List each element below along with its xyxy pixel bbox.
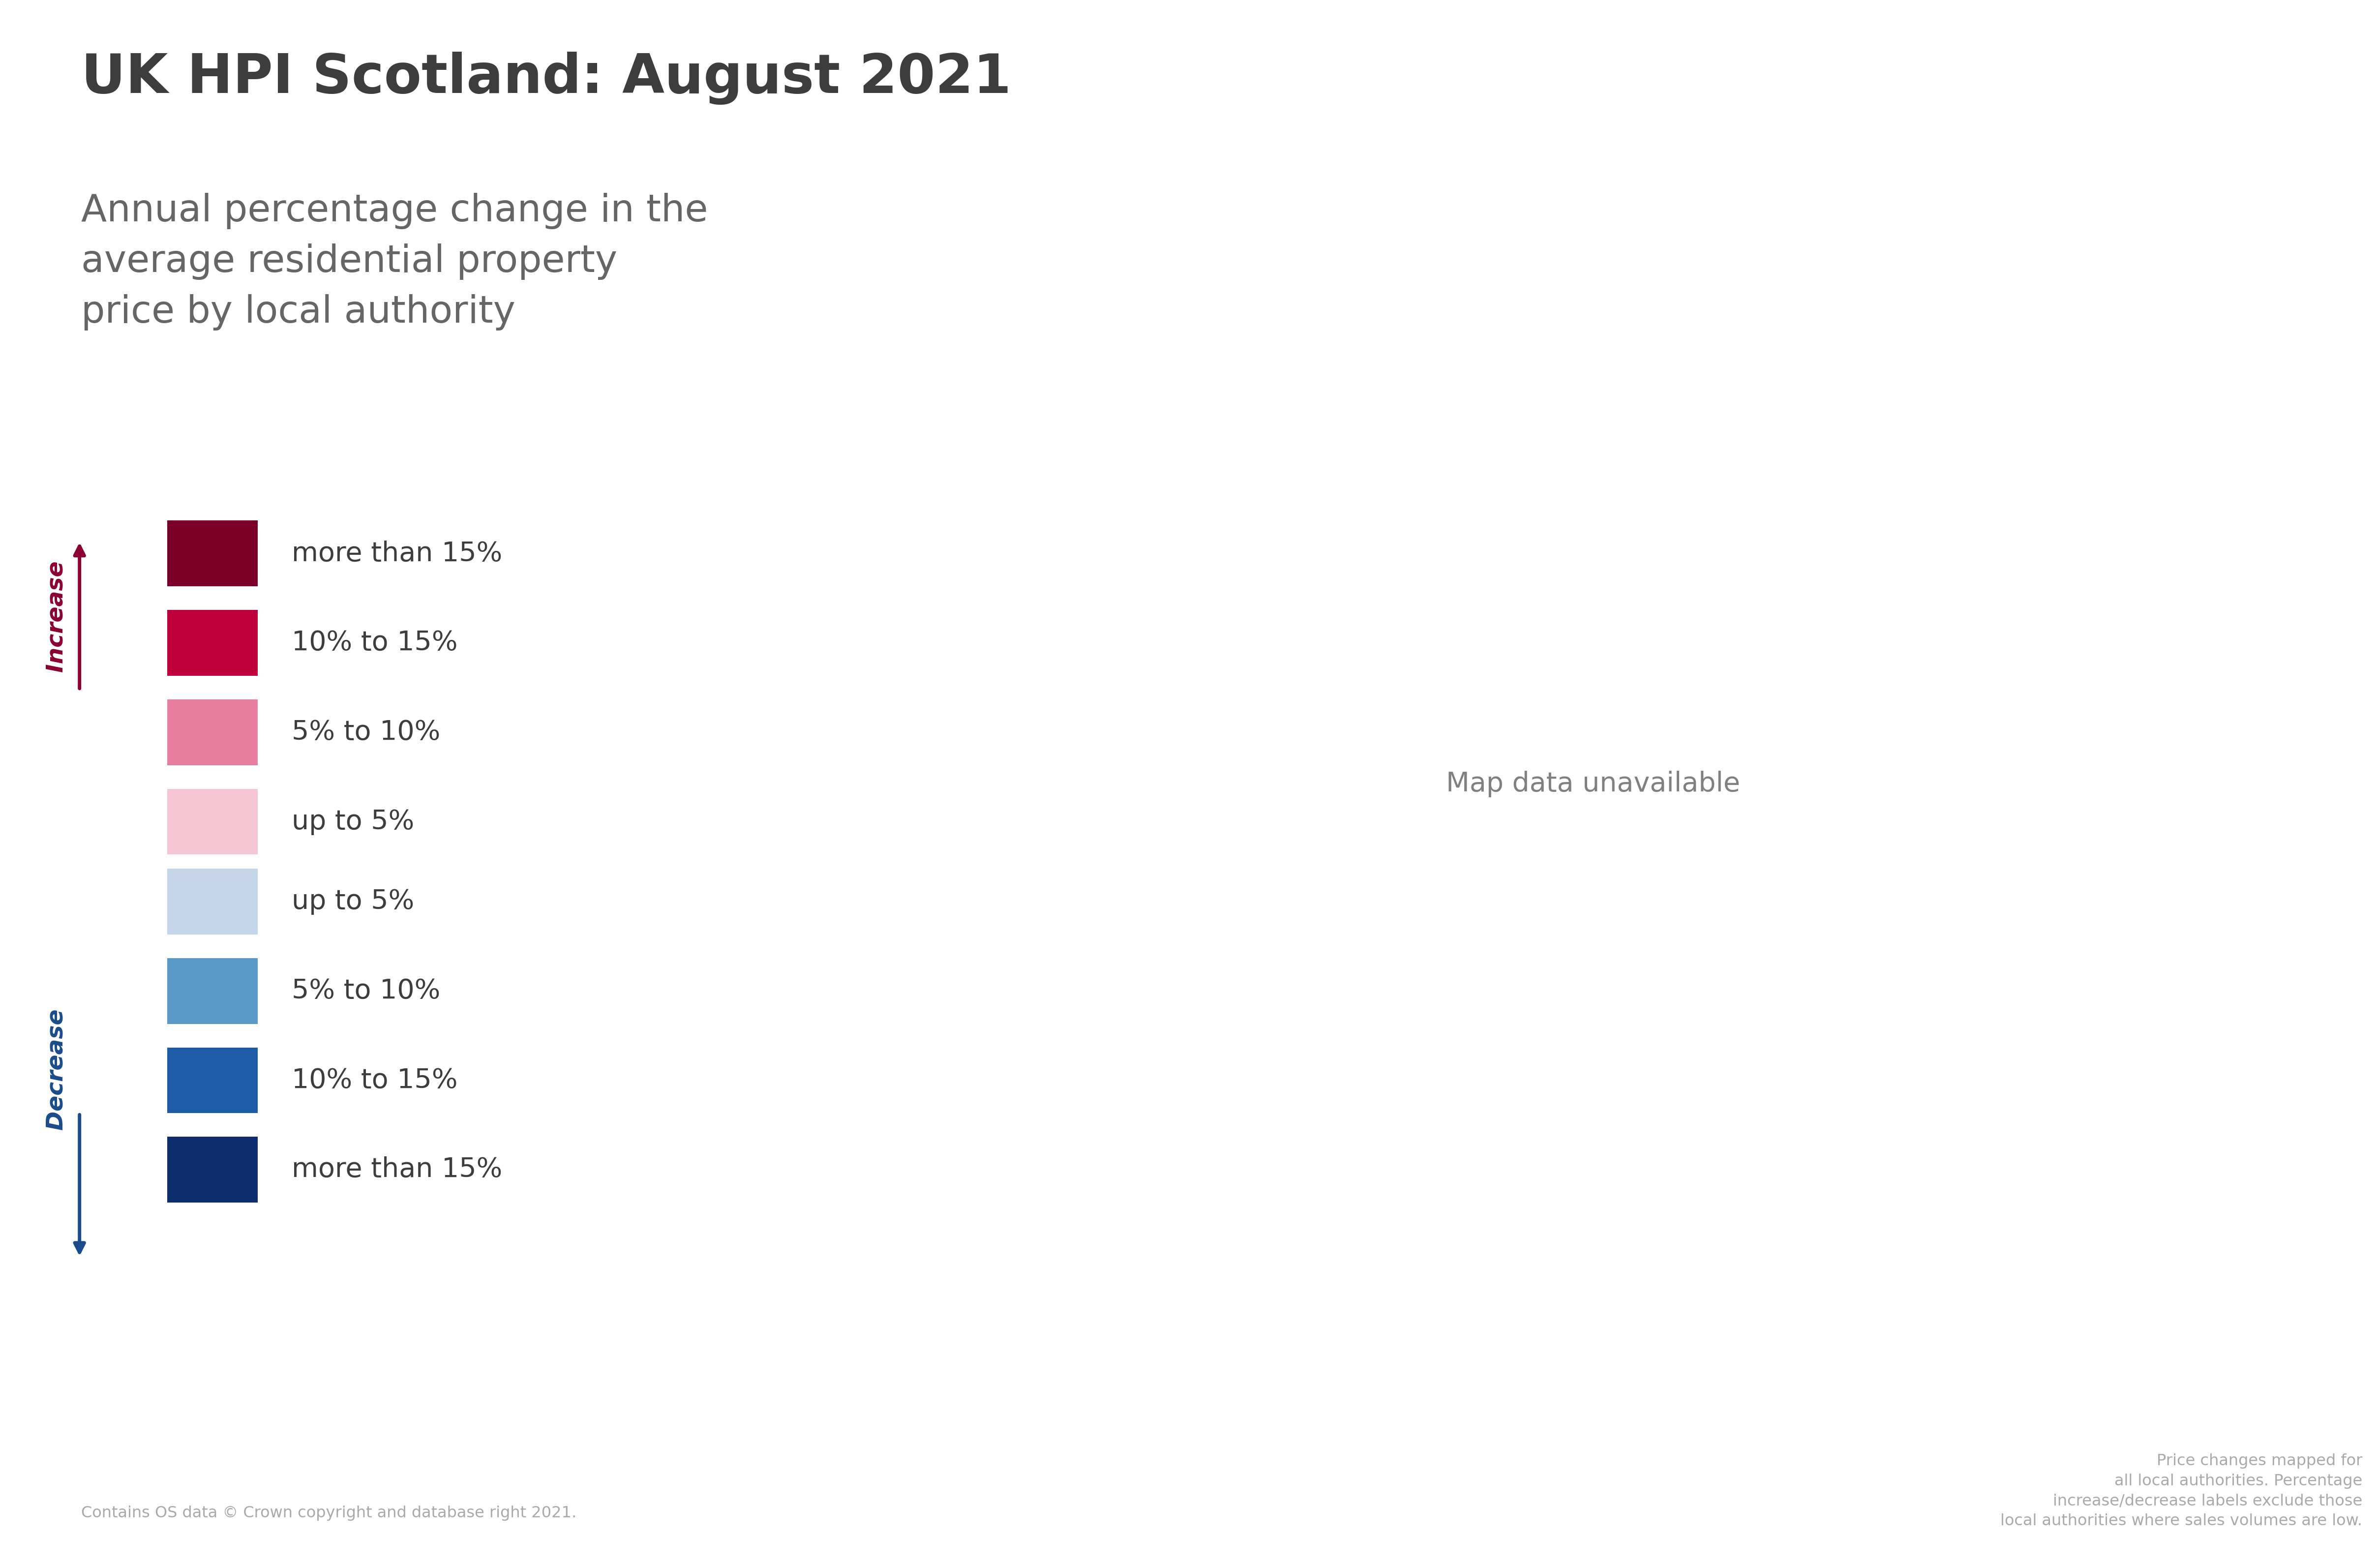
Bar	[166, 699, 257, 765]
Text: up to 5%: up to 5%	[292, 889, 414, 914]
Text: up to 5%: up to 5%	[292, 809, 414, 834]
Text: more than 15%: more than 15%	[292, 541, 502, 566]
Text: more than 15%: more than 15%	[292, 1157, 502, 1182]
Bar	[166, 789, 257, 855]
Bar	[166, 1047, 257, 1113]
Text: Annual percentage change in the
average residential property
price by local auth: Annual percentage change in the average …	[81, 193, 709, 331]
Text: Contains OS data © Crown copyright and database right 2021.: Contains OS data © Crown copyright and d…	[81, 1505, 578, 1521]
Bar	[166, 521, 257, 586]
Text: Map data unavailable: Map data unavailable	[1446, 771, 1741, 797]
Text: 10% to 15%: 10% to 15%	[292, 630, 459, 655]
Bar	[166, 1137, 257, 1203]
Text: Decrease: Decrease	[45, 1008, 67, 1131]
Bar	[166, 869, 257, 935]
Text: Increase: Increase	[45, 560, 67, 673]
Bar	[166, 610, 257, 676]
Text: 5% to 10%: 5% to 10%	[292, 978, 440, 1004]
Bar	[166, 958, 257, 1024]
Text: Price changes mapped for
all local authorities. Percentage
increase/decrease lab: Price changes mapped for all local autho…	[2000, 1454, 2361, 1529]
Text: 5% to 10%: 5% to 10%	[292, 720, 440, 745]
Text: UK HPI Scotland: August 2021: UK HPI Scotland: August 2021	[81, 52, 1011, 105]
Text: 10% to 15%: 10% to 15%	[292, 1068, 459, 1093]
